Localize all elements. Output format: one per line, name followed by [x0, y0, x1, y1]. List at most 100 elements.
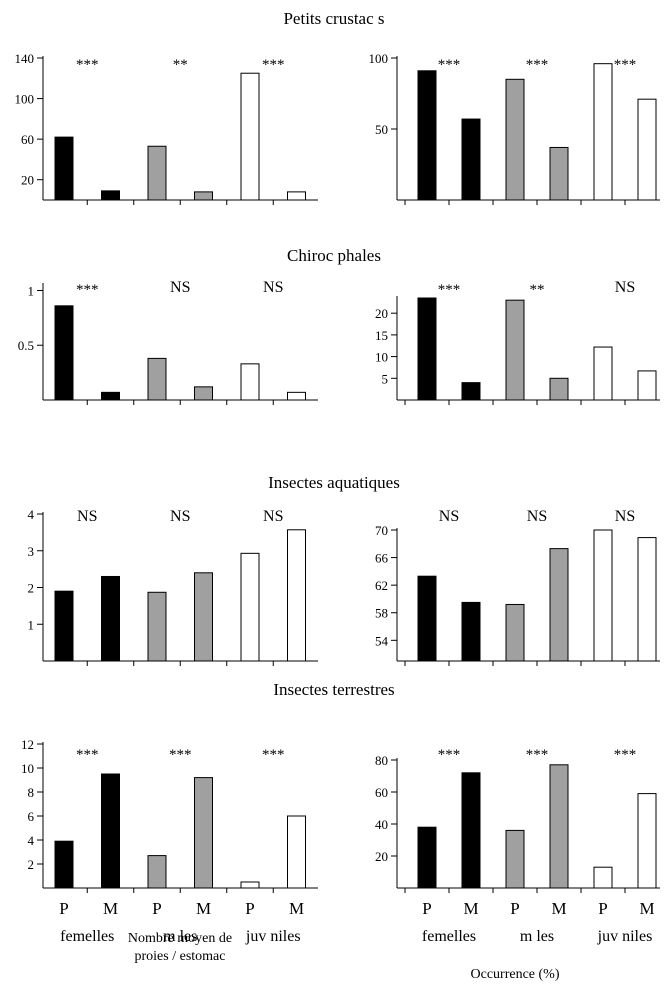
significance-label: NS	[615, 508, 635, 525]
y-tick-label: 100	[15, 92, 35, 107]
y-tick-label: 4	[28, 833, 35, 848]
x-category-label: P	[59, 899, 68, 918]
y-tick-label: 0.5	[18, 338, 34, 353]
bar-femelles-M	[461, 118, 481, 201]
bar-juv-niles-P	[240, 363, 260, 401]
x-caption-right: Occurrence (%)	[440, 966, 590, 984]
y-tick-label: 2	[28, 857, 35, 872]
bar-m-les-P	[505, 829, 525, 889]
y-tick-label: 10	[375, 350, 388, 365]
significance-label: ***	[438, 282, 461, 298]
bar-juv-niles-M	[287, 191, 306, 201]
y-tick-label: 3	[28, 544, 35, 559]
bar-juv-niles-M	[287, 815, 306, 889]
x-group-label: femelles	[60, 928, 114, 945]
bar-femelles-M	[101, 575, 120, 662]
significance-label: ***	[262, 747, 285, 763]
bar-m-les-P	[505, 78, 525, 201]
bar-chart-right-row3: 20 40 60 80 *** *** ***	[375, 747, 660, 893]
bar-m-les-M	[549, 764, 569, 889]
y-tick-label: 60	[21, 132, 34, 147]
bar-m-les-P	[505, 603, 525, 662]
y-tick-label: 12	[21, 737, 34, 752]
bar-m-les-P	[147, 855, 167, 889]
bar-femelles-M	[461, 772, 481, 889]
y-tick-label: 1	[28, 617, 35, 632]
panel-title-insectes-terrestres: Insectes terrestres	[273, 680, 394, 699]
x-category-label: P	[422, 899, 431, 918]
significance-label: NS	[527, 508, 547, 525]
significance-label: ***	[262, 57, 285, 73]
x-caption-left: Nombre moyen de proies / estomac	[90, 930, 270, 966]
bar-m-les-M	[194, 191, 213, 201]
significance-label: ***	[76, 57, 99, 73]
y-tick-label: 62	[375, 578, 388, 593]
bar-femelles-P	[54, 590, 74, 662]
y-tick-label: 8	[28, 785, 35, 800]
significance-label: NS	[170, 279, 190, 296]
bar-m-les-M	[549, 548, 569, 662]
x-category-label: P	[598, 899, 607, 918]
x-group-label: m les	[163, 928, 197, 945]
x-category-label: P	[510, 899, 519, 918]
y-tick-label: 60	[375, 785, 388, 800]
bar-chart-left-row1: 0.5 1 *** NS NS	[18, 279, 318, 405]
bar-femelles-P	[54, 305, 74, 401]
x-category-label: M	[103, 899, 118, 918]
x-category-label: M	[639, 899, 654, 918]
x-caption-left-line2: proies / estomac	[134, 949, 226, 964]
x-group-label: femelles	[422, 928, 476, 945]
x-group-label: juv niles	[597, 928, 653, 945]
bar-juv-niles-P	[240, 552, 260, 662]
bar-juv-niles-M	[287, 529, 306, 662]
y-tick-label: 5	[382, 371, 389, 386]
significance-label: **	[173, 57, 188, 73]
y-tick-label: 20	[375, 849, 388, 864]
bar-m-les-M	[549, 146, 569, 201]
bar-juv-niles-P	[593, 63, 613, 201]
y-tick-label: 10	[21, 761, 34, 776]
significance-label: ***	[526, 57, 549, 73]
significance-label: NS	[615, 279, 635, 296]
bar-femelles-M	[101, 773, 120, 889]
significance-label: NS	[439, 508, 459, 525]
bar-femelles-P	[417, 575, 437, 662]
bar-femelles-P	[417, 826, 437, 889]
bar-femelles-P	[54, 136, 74, 201]
bar-femelles-P	[54, 840, 74, 889]
significance-label: ***	[614, 57, 637, 73]
bar-juv-niles-M	[287, 391, 306, 401]
bar-juv-niles-P	[593, 866, 613, 889]
bar-juv-niles-M	[637, 793, 657, 889]
bar-chart-left-row3: 2 4 6 8 10 12 *** *** ***	[21, 737, 318, 893]
y-tick-label: 2	[28, 581, 35, 596]
bar-m-les-M	[194, 386, 213, 401]
y-tick-label: 15	[375, 328, 388, 343]
bar-femelles-P	[417, 70, 437, 201]
y-tick-label: 80	[375, 753, 388, 768]
significance-label: ***	[169, 747, 192, 763]
bar-femelles-M	[461, 382, 481, 401]
bar-chart-right-row0: 50 100 *** *** ***	[369, 51, 660, 205]
significance-label: NS	[263, 508, 283, 525]
panel-title-chirocephales: Chiroc phales	[287, 246, 381, 265]
y-tick-label: 1	[28, 283, 35, 298]
y-tick-label: 20	[375, 306, 388, 321]
y-tick-label: 54	[375, 633, 389, 648]
x-caption-right-text: Occurrence (%)	[470, 967, 560, 982]
bar-m-les-P	[147, 357, 167, 401]
x-category-label: M	[463, 899, 478, 918]
bar-juv-niles-M	[637, 537, 657, 662]
significance-label: ***	[526, 747, 549, 763]
x-category-label: M	[289, 899, 304, 918]
bar-m-les-M	[194, 777, 213, 889]
bar-m-les-P	[147, 591, 167, 662]
significance-label: ***	[438, 57, 461, 73]
y-tick-label: 20	[21, 173, 34, 188]
y-tick-label: 66	[375, 551, 389, 566]
x-caption-left-line1: Nombre moyen de	[127, 931, 233, 946]
bar-m-les-P	[147, 145, 167, 201]
